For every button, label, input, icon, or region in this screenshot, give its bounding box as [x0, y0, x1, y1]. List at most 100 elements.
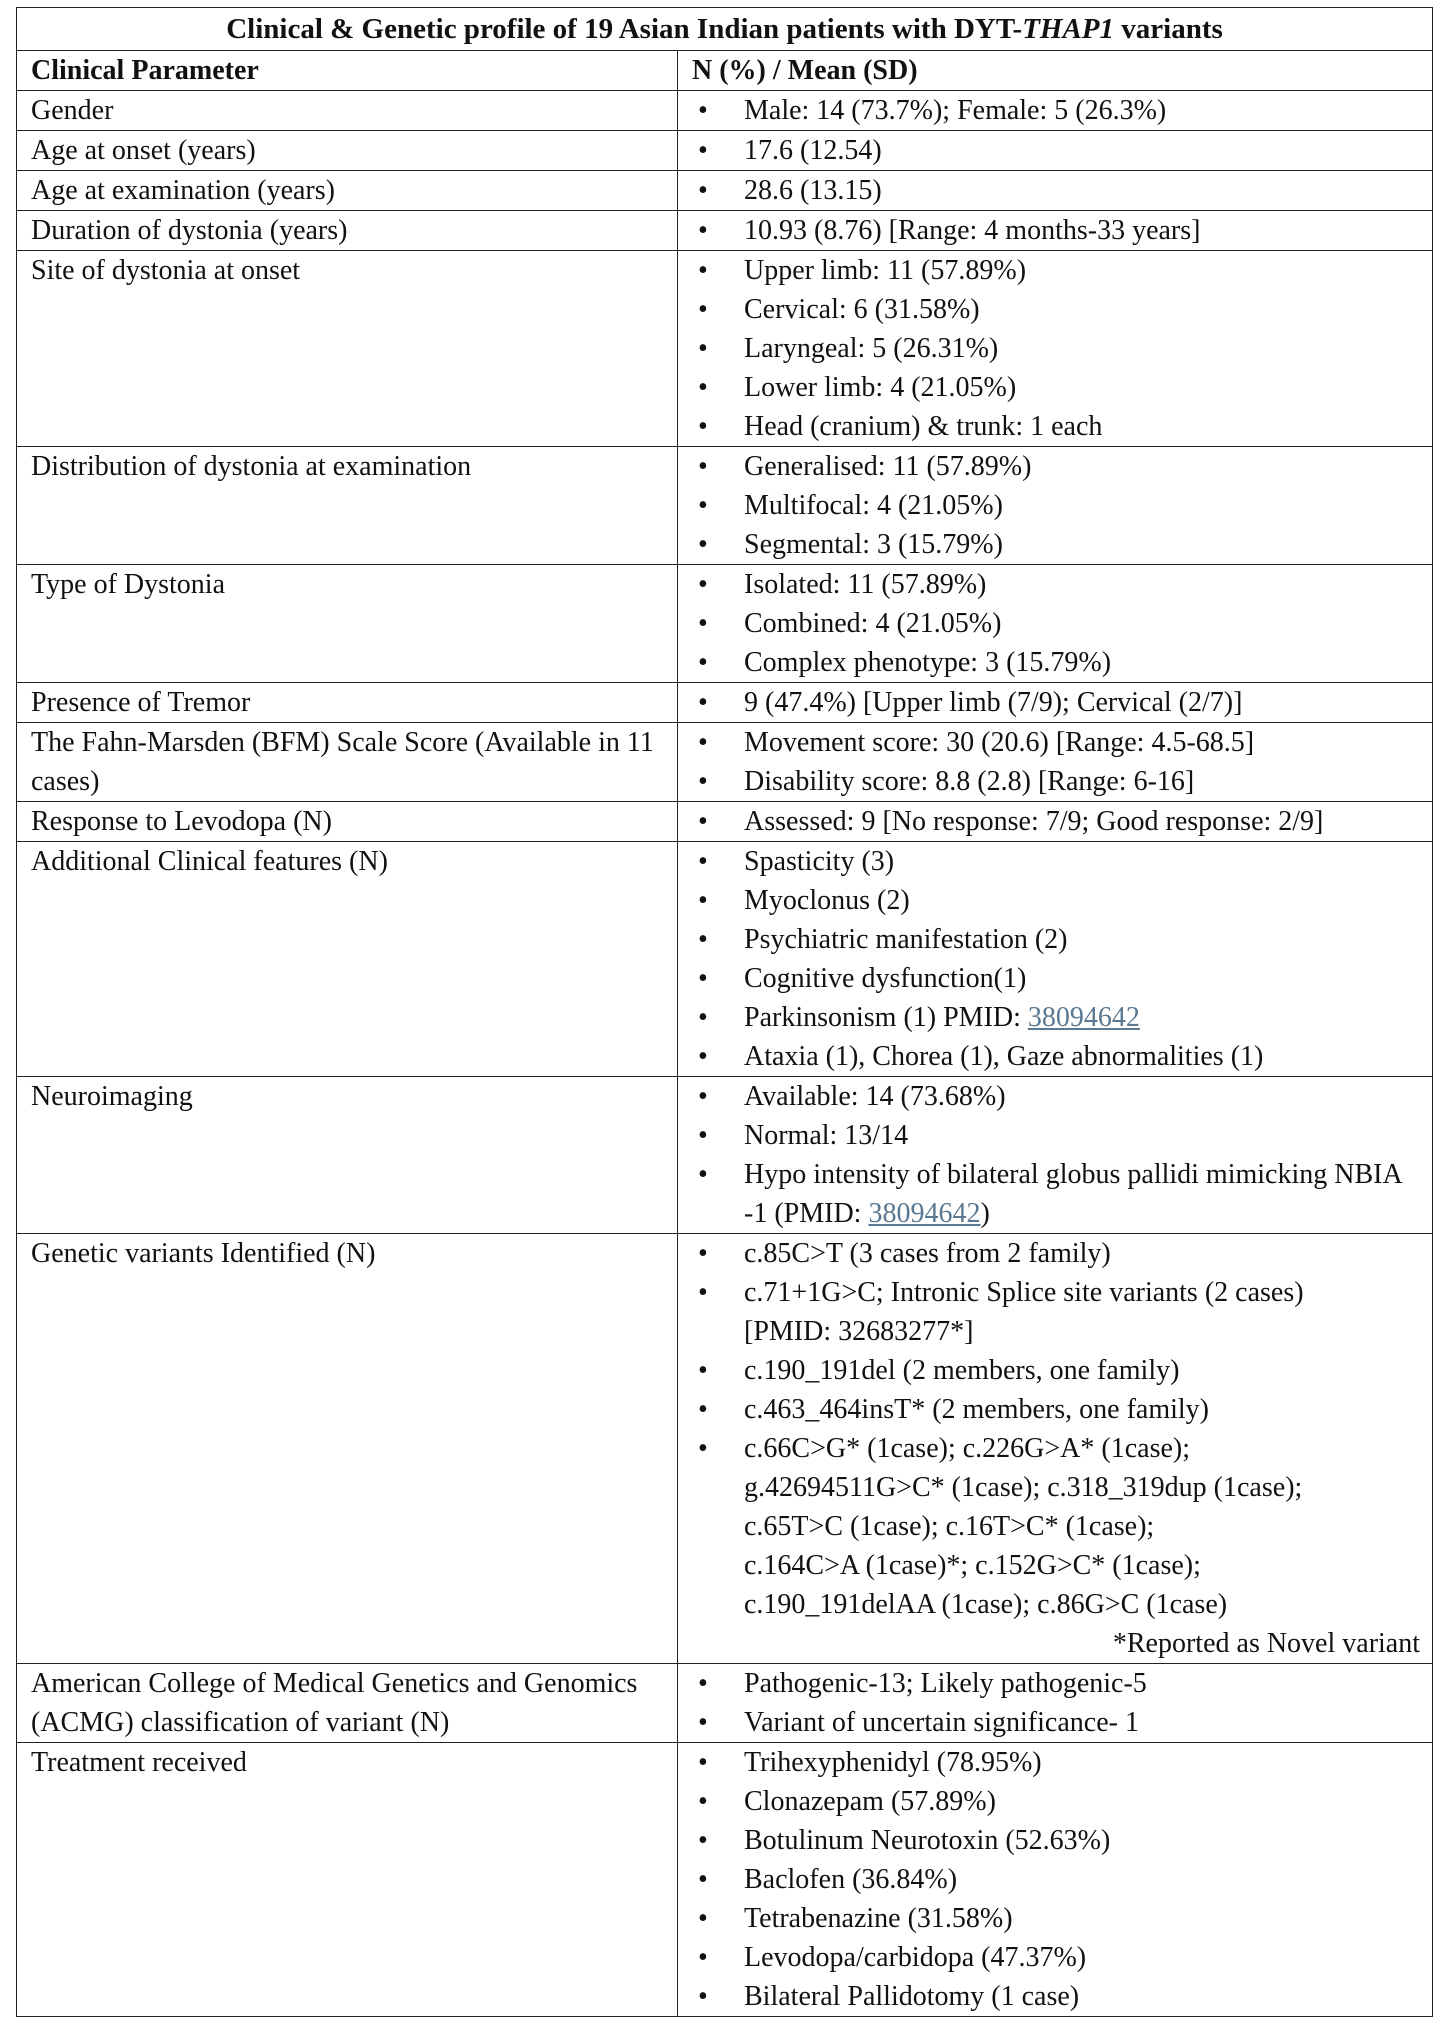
item-text: 17.6 (12.54): [744, 135, 882, 166]
list-item: Disability score: 8.8 (2.8) [Range: 6-16…: [692, 762, 1422, 801]
value-list: 17.6 (12.54): [692, 131, 1422, 170]
value-list: Movement score: 30 (20.6) [Range: 4.5-68…: [692, 723, 1422, 801]
item-text: Generalised: 11 (57.89%): [744, 451, 1032, 482]
title-suffix: variants: [1114, 13, 1223, 45]
list-item: Bilateral Pallidotomy (1 case): [692, 1977, 1422, 2016]
parameter-cell: Genetic variants Identified (N): [16, 1233, 678, 1664]
item-text: Isolated: 11 (57.89%): [744, 569, 987, 600]
item-text: Disability score: 8.8 (2.8) [Range: 6-16…: [744, 766, 1195, 797]
item-text: Combined: 4 (21.05%): [744, 608, 1002, 639]
item-text: Psychiatric manifestation (2): [744, 924, 1068, 955]
item-text: Lower limb: 4 (21.05%): [744, 372, 1017, 403]
item-text: Head (cranium) & trunk: 1 each: [744, 411, 1103, 442]
item-text: Botulinum Neurotoxin (52.63%): [744, 1825, 1111, 1856]
value-list: c.85C>T (3 cases from 2 family) c.71+1G>C…: [692, 1234, 1422, 1624]
item-text: Tetrabenazine (31.58%): [744, 1903, 1013, 1934]
list-item: c.85C>T (3 cases from 2 family): [692, 1234, 1422, 1273]
profile-table: Clinical & Genetic profile of 19 Asian I…: [16, 7, 1433, 2017]
novel-variant-note: *Reported as Novel variant: [1112, 1628, 1420, 1659]
value-cell: 28.6 (13.15): [677, 170, 1433, 211]
item-text: Normal: 13/14: [744, 1120, 909, 1151]
value-cell: Movement score: 30 (20.6) [Range: 4.5-68…: [677, 722, 1433, 802]
list-item: Normal: 13/14: [692, 1116, 1422, 1155]
value-cell: Upper limb: 11 (57.89%) Cervical: 6 (31.5…: [677, 250, 1433, 447]
parameter-cell: Duration of dystonia (years): [16, 210, 678, 251]
list-item: Head (cranium) & trunk: 1 each: [692, 407, 1422, 446]
item-text: Spasticity (3): [744, 846, 895, 877]
item-text: Hypo intensity of bilateral globus palli…: [744, 1159, 1402, 1229]
parameter-cell: Age at onset (years): [16, 130, 678, 171]
title-text: Clinical & Genetic profile of 19 Asian I…: [226, 13, 1023, 45]
table-row: Duration of dystonia (years) 10.93 (8.76)…: [16, 210, 1433, 251]
list-item: Pathogenic-13; Likely pathogenic-5: [692, 1664, 1422, 1703]
parameter-cell: Treatment received: [16, 1742, 678, 2017]
item-text: Levodopa/carbidopa (47.37%): [744, 1942, 1087, 1973]
item-text: c.463_464insT* (2 members, one family): [744, 1394, 1210, 1425]
list-item: Segmental: 3 (15.79%): [692, 525, 1422, 564]
pmid-link[interactable]: 38094642: [868, 1198, 981, 1229]
parameter-cell: Type of Dystonia: [16, 564, 678, 683]
list-item: Multifocal: 4 (21.05%): [692, 486, 1422, 525]
list-item: Lower limb: 4 (21.05%): [692, 368, 1422, 407]
parameter-cell: Response to Levodopa (N): [16, 801, 678, 842]
value-list: Available: 14 (73.68%) Normal: 13/14 Hypo …: [692, 1077, 1422, 1233]
item-text: c.190_191del (2 members, one family): [744, 1355, 1180, 1386]
item-text: Clonazepam (57.89%): [744, 1786, 996, 1817]
header-parameter: Clinical Parameter: [16, 50, 678, 91]
value-list: Spasticity (3) Myoclonus (2) Psychiatric m…: [692, 842, 1422, 1076]
list-item: Available: 14 (73.68%): [692, 1077, 1422, 1116]
list-item: Movement score: 30 (20.6) [Range: 4.5-68…: [692, 723, 1422, 762]
list-item: Variant of uncertain significance- 1: [692, 1703, 1422, 1742]
table-row: Age at onset (years) 17.6 (12.54): [16, 130, 1433, 171]
list-item: Laryngeal: 5 (26.31%): [692, 329, 1422, 368]
list-item: Combined: 4 (21.05%): [692, 604, 1422, 643]
list-item: Cognitive dysfunction(1): [692, 959, 1422, 998]
value-list: Assessed: 9 [No response: 7/9; Good resp…: [692, 802, 1422, 841]
value-cell: 9 (47.4%) [Upper limb (7/9); Cervical (2…: [677, 682, 1433, 723]
list-item: 9 (47.4%) [Upper limb (7/9); Cervical (2…: [692, 683, 1422, 722]
parameter-cell: Additional Clinical features (N): [16, 841, 678, 1077]
value-list: 28.6 (13.15): [692, 171, 1422, 210]
parameter-cell: Neuroimaging: [16, 1076, 678, 1234]
list-item: 10.93 (8.76) [Range: 4 months-33 years]: [692, 211, 1422, 250]
value-cell: Available: 14 (73.68%) Normal: 13/14 Hypo …: [677, 1076, 1433, 1234]
item-text: Upper limb: 11 (57.89%): [744, 255, 1027, 286]
value-list: Upper limb: 11 (57.89%) Cervical: 6 (31.5…: [692, 251, 1422, 446]
table-row: Distribution of dystonia at examinationG…: [16, 446, 1433, 565]
item-text: Bilateral Pallidotomy (1 case): [744, 1981, 1080, 2012]
item-text: c.85C>T (3 cases from 2 family): [744, 1238, 1111, 1269]
value-cell: Generalised: 11 (57.89%) Multifocal: 4 (2…: [677, 446, 1433, 565]
item-text: 10.93 (8.76) [Range: 4 months-33 years]: [744, 215, 1201, 246]
table-row: American College of Medical Genetics and…: [16, 1663, 1433, 1743]
item-suffix: ): [980, 1198, 990, 1229]
item-text: Segmental: 3 (15.79%): [744, 529, 1003, 560]
parameter-cell: Gender: [16, 90, 678, 131]
pmid-link[interactable]: 38094642: [1027, 1002, 1140, 1033]
list-item: 28.6 (13.15): [692, 171, 1422, 210]
list-item: c.71+1G>C; Intronic Splice site variants…: [692, 1273, 1422, 1351]
item-text: Cervical: 6 (31.58%): [744, 294, 980, 325]
list-item: Generalised: 11 (57.89%): [692, 447, 1422, 486]
list-item: c.190_191del (2 members, one family): [692, 1351, 1422, 1390]
list-item: Baclofen (36.84%): [692, 1860, 1422, 1899]
list-item: Hypo intensity of bilateral globus palli…: [692, 1155, 1422, 1233]
item-text: Movement score: 30 (20.6) [Range: 4.5-68…: [744, 727, 1255, 758]
item-text: Available: 14 (73.68%): [744, 1081, 1006, 1112]
value-list: Trihexyphenidyl (78.95%) Clonazepam (57.8…: [692, 1743, 1422, 2016]
list-item: Levodopa/carbidopa (47.37%): [692, 1938, 1422, 1977]
parameter-cell: Age at examination (years): [16, 170, 678, 211]
list-item: Complex phenotype: 3 (15.79%): [692, 643, 1422, 682]
list-item: Cervical: 6 (31.58%): [692, 290, 1422, 329]
item-text: 28.6 (13.15): [744, 175, 882, 206]
table-row: The Fahn-Marsden (BFM) Scale Score (Avai…: [16, 722, 1433, 802]
table-row: Age at examination (years) 28.6 (13.15): [16, 170, 1433, 211]
item-text: Myoclonus (2): [744, 885, 910, 916]
value-cell: Trihexyphenidyl (78.95%) Clonazepam (57.8…: [677, 1742, 1433, 2017]
value-list: 10.93 (8.76) [Range: 4 months-33 years]: [692, 211, 1422, 250]
table-row: Presence of Tremor 9 (47.4%) [Upper limb …: [16, 682, 1433, 723]
value-cell: Pathogenic-13; Likely pathogenic-5 Varian…: [677, 1663, 1433, 1743]
value-cell: Spasticity (3) Myoclonus (2) Psychiatric m…: [677, 841, 1433, 1077]
value-cell: Assessed: 9 [No response: 7/9; Good resp…: [677, 801, 1433, 842]
item-text: Trihexyphenidyl (78.95%): [744, 1747, 1042, 1778]
value-cell: Isolated: 11 (57.89%) Combined: 4 (21.05%…: [677, 564, 1433, 683]
